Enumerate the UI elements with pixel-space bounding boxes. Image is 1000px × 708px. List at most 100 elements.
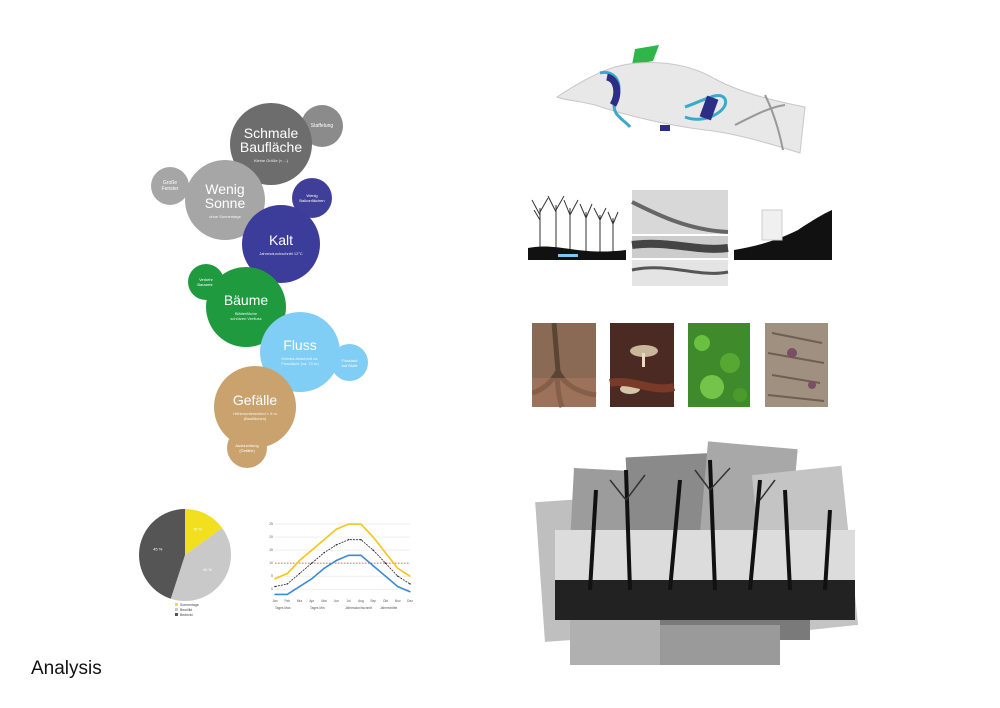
x-tick-label: Jan (272, 599, 277, 603)
nature-photos (532, 323, 828, 408)
photo-bark (765, 323, 828, 407)
y-tick-label: 25 (269, 522, 273, 526)
data-point (347, 554, 350, 557)
legend-label: Tages Max. (275, 606, 291, 610)
bubble-subtitle: ohne Sonnentage (209, 213, 241, 219)
legend-swatch (175, 603, 178, 606)
data-point (286, 593, 288, 596)
temperature-chart: 0 5 10 15 20 25 Jan Feb Mrz Apr Mai Jun Jul Aug Sep Okt… (269, 522, 413, 610)
bubble-grosse-fenster: Große Fenster (151, 167, 189, 205)
bubble-label: Flusslauf auf Stufe (341, 357, 358, 368)
bubble-title: Schmale Baufläche (239, 124, 303, 155)
photo-mushrooms (609, 323, 676, 407)
y-tick-label: 0 (271, 587, 273, 591)
data-point (397, 585, 399, 588)
data-point (384, 575, 387, 577)
bubble-label: Verkehr Bauweise (197, 277, 215, 287)
bubble-title: Fluss (283, 337, 317, 353)
legend-label: Bewölkt (180, 608, 192, 612)
data-point (286, 583, 288, 585)
data-point (360, 523, 362, 525)
legend-label: Sonnentage (180, 603, 199, 607)
bubble-label: Große Fenster (161, 180, 179, 192)
bubble-title: Kalt (268, 231, 294, 248)
data-point (360, 538, 362, 541)
data-point (347, 523, 350, 525)
legend-label: Jahresmittel (380, 606, 397, 610)
x-tick-label: Aug (358, 599, 364, 603)
pie-data-label: 45 % (153, 547, 163, 552)
data-point (274, 593, 276, 596)
data-point (335, 528, 338, 530)
series-line (274, 539, 411, 587)
data-point (360, 554, 362, 557)
data-point (286, 572, 288, 575)
legend-label: Tages Min. (310, 606, 326, 610)
bubble-subtitle: Blätterfläche schützen Verfluss (230, 311, 262, 321)
x-tick-label: Jun (334, 599, 339, 603)
data-point (335, 544, 338, 546)
bubble-subtitle: Jahresdurchschnitt 12°C (259, 250, 303, 256)
data-point (409, 583, 411, 585)
data-point (384, 551, 387, 554)
x-tick-label: Okt (383, 599, 388, 603)
data-point (274, 585, 276, 588)
bubble-ausbuchtung: Ausbuchtung (Gefälle) (227, 428, 267, 468)
bubble-title: Gefälle (232, 392, 278, 408)
bubble-title: Wenig Sonne (204, 180, 246, 211)
bubble-label: Ausbuchtung (Gefälle) (235, 443, 259, 453)
pie-slice (185, 509, 223, 555)
shaded-terrain-drawing (631, 190, 729, 286)
data-point (409, 575, 411, 577)
y-tick-label: 15 (269, 548, 273, 552)
legend-label: Bedeckt (180, 613, 193, 617)
data-point (311, 578, 313, 580)
legend-swatch (175, 613, 178, 616)
pie-data-label: 15 % (193, 526, 203, 531)
data-point (409, 591, 411, 593)
data-point (274, 578, 276, 580)
data-point (347, 538, 350, 541)
x-tick-label: Mrz (297, 599, 303, 603)
legend-label: Jahresdurchschnitt (345, 606, 372, 610)
bubble-label: Wenig Balkonflächen (299, 193, 325, 203)
data-point (323, 538, 325, 541)
y-tick-label: 10 (269, 561, 273, 565)
data-point (323, 567, 325, 570)
data-point (372, 549, 374, 551)
bubble-label: Staffelung (310, 123, 334, 129)
data-point (335, 559, 338, 562)
x-tick-label: Apr (309, 599, 315, 603)
terrain-model-image (556, 45, 806, 154)
bubble-subtitle: Kleine Größe (≈ ...) (254, 157, 288, 163)
x-tick-label: Nov (395, 599, 401, 603)
data-point (323, 551, 325, 554)
bubble-wenig-balkon: Wenig Balkonflächen (292, 178, 332, 218)
series-line (275, 554, 411, 596)
bubble-title: Bäume (223, 292, 269, 308)
slope-section-drawing (734, 190, 832, 260)
photo-moss (688, 323, 750, 407)
x-tick-label: Sep (370, 599, 376, 603)
forest-section-images (528, 190, 832, 286)
data-point (397, 567, 399, 570)
data-point (311, 549, 313, 551)
page-title: Analysis (31, 658, 102, 679)
tree-section-drawing (528, 190, 626, 260)
data-point (372, 565, 374, 567)
x-tick-label: Jul (347, 599, 351, 603)
photo-roots (532, 323, 597, 408)
data-point (298, 572, 301, 575)
bubble-subtitle: Höhenunterschied ≈ 9 m (Bauflächen) (233, 411, 277, 421)
series-line (274, 523, 411, 580)
data-point (298, 559, 301, 562)
data-point (311, 562, 313, 564)
pie-slice (170, 527, 232, 601)
pie-slice (139, 509, 185, 599)
forest-panorama-collage (535, 441, 859, 665)
x-tick-label: Dez (407, 599, 413, 603)
x-tick-label: Mai (322, 599, 327, 603)
data-point (384, 562, 387, 564)
legend-swatch (175, 608, 178, 611)
